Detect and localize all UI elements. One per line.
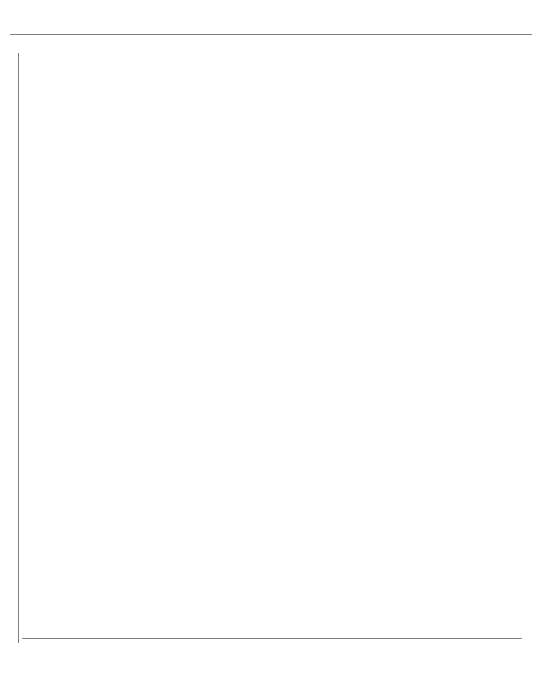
plot-area: [22, 57, 522, 639]
y-axis-line: [18, 53, 19, 643]
title-divider: [10, 34, 532, 35]
x-axis-line: [22, 638, 522, 639]
chart-page: [0, 0, 542, 673]
